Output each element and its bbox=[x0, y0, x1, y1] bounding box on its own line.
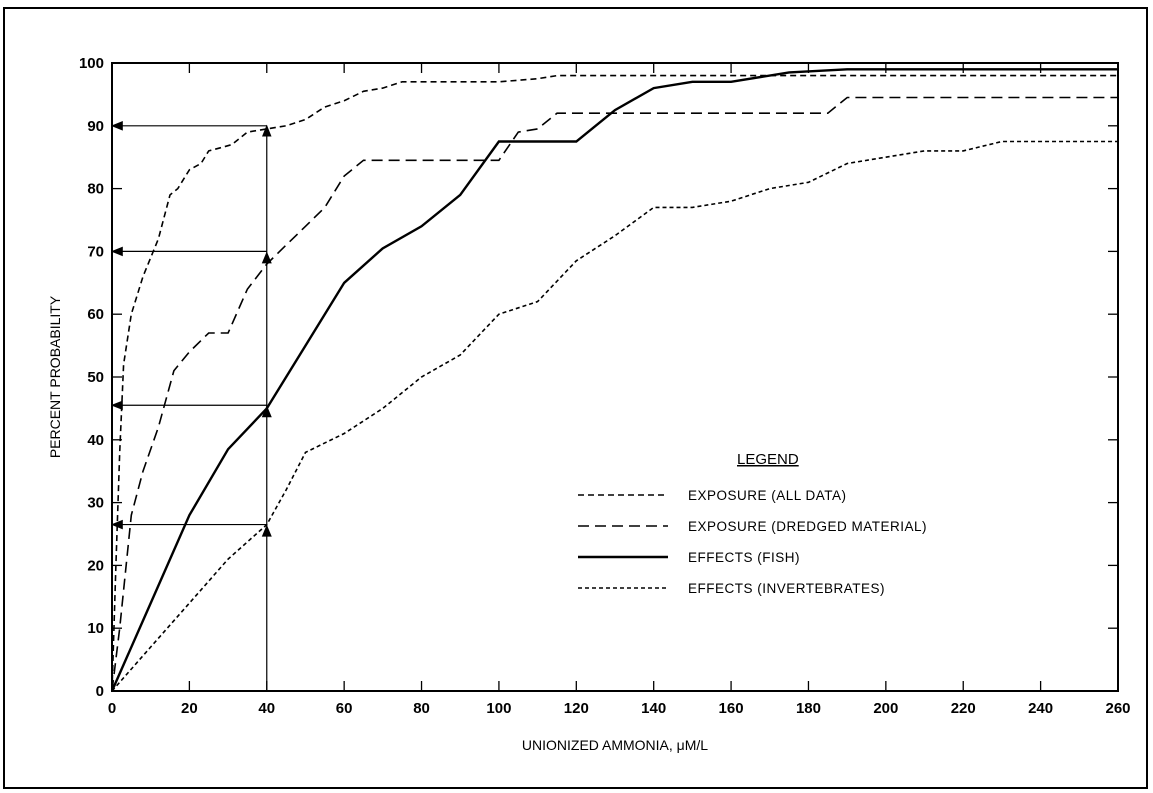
series-line bbox=[111, 96, 1118, 692]
x-tick-label: 80 bbox=[413, 700, 430, 717]
y-tick-label: 50 bbox=[87, 369, 104, 386]
x-tick-label: 140 bbox=[641, 700, 666, 717]
legend-title: LEGEND bbox=[737, 451, 799, 468]
y-tick-label: 20 bbox=[87, 557, 104, 574]
x-tick-label: 40 bbox=[258, 700, 275, 717]
y-tick-label: 30 bbox=[87, 495, 104, 512]
x-tick-label: 160 bbox=[719, 700, 744, 717]
y-tick-label: 40 bbox=[87, 432, 104, 449]
y-axis-ticks: 0 10 20 30 40 50 60 70 80 90 100 bbox=[79, 55, 1118, 700]
y-tick-label: 100 bbox=[79, 55, 104, 72]
arrow-tip bbox=[261, 405, 272, 418]
x-tick-label: 180 bbox=[796, 700, 821, 717]
arrow-tip bbox=[261, 524, 272, 537]
x-tick-label: 200 bbox=[873, 700, 898, 717]
reading-arrows bbox=[110, 121, 272, 691]
x-tick-label: 220 bbox=[951, 700, 976, 717]
legend-entry: EXPOSURE (ALL DATA) bbox=[688, 488, 847, 503]
y-tick-label: 60 bbox=[87, 306, 104, 323]
x-tick-label: 120 bbox=[564, 700, 589, 717]
legend: LEGEND EXPOSURE (ALL DATA) EXPOSURE (DRED… bbox=[578, 451, 927, 596]
arrow-tip bbox=[261, 251, 272, 264]
legend-entry: EXPOSURE (DREDGED MATERIAL) bbox=[688, 519, 927, 534]
plot-area bbox=[111, 62, 1119, 692]
y-tick-label: 0 bbox=[96, 683, 104, 700]
x-tick-label: 100 bbox=[486, 700, 511, 717]
x-axis-title: UNIONIZED AMMONIA, μM/L bbox=[522, 737, 708, 753]
y-tick-label: 90 bbox=[87, 118, 104, 135]
y-tick-label: 80 bbox=[87, 181, 104, 198]
y-axis-title: PERCENT PROBABILITY bbox=[47, 295, 63, 458]
legend-entry: EFFECTS (INVERTEBRATES) bbox=[688, 581, 885, 596]
chart-frame bbox=[3, 7, 1148, 789]
series-line bbox=[110, 68, 1118, 692]
y-tick-label: 10 bbox=[87, 620, 104, 637]
x-tick-label: 260 bbox=[1105, 700, 1130, 717]
series-line bbox=[111, 74, 1118, 692]
x-tick-label: 20 bbox=[181, 700, 198, 717]
x-tick-label: 240 bbox=[1028, 700, 1053, 717]
x-axis-ticks: 0 20 40 60 80 100 120 140 160 180 200 220 240 260 bbox=[108, 63, 1131, 717]
legend-entry: EFFECTS (FISH) bbox=[688, 550, 800, 565]
series-lines bbox=[110, 68, 1118, 692]
y-tick-label: 70 bbox=[87, 243, 104, 260]
x-tick-label: 0 bbox=[108, 700, 116, 717]
series-line bbox=[111, 140, 1118, 692]
x-tick-label: 60 bbox=[336, 700, 353, 717]
